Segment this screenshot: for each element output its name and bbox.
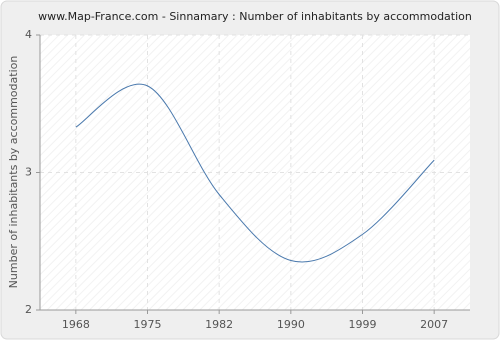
x-tick-label: 1968 [62,318,90,331]
x-tick-label: 1982 [205,318,233,331]
x-tick-label: 1975 [134,318,162,331]
x-tick-label: 2007 [420,318,448,331]
plot-hatch [40,35,470,310]
y-tick-label: 3 [25,166,32,179]
x-tick-label: 1990 [277,318,305,331]
data-line [75,83,435,263]
x-tick-label: 1999 [349,318,377,331]
chart-title: www.Map-France.com - Sinnamary : Number … [38,10,472,23]
y-axis-label: Number of inhabitants by accommodation [7,56,20,289]
y-tick-label: 2 [25,303,32,316]
y-tick-label: 4 [25,28,32,41]
